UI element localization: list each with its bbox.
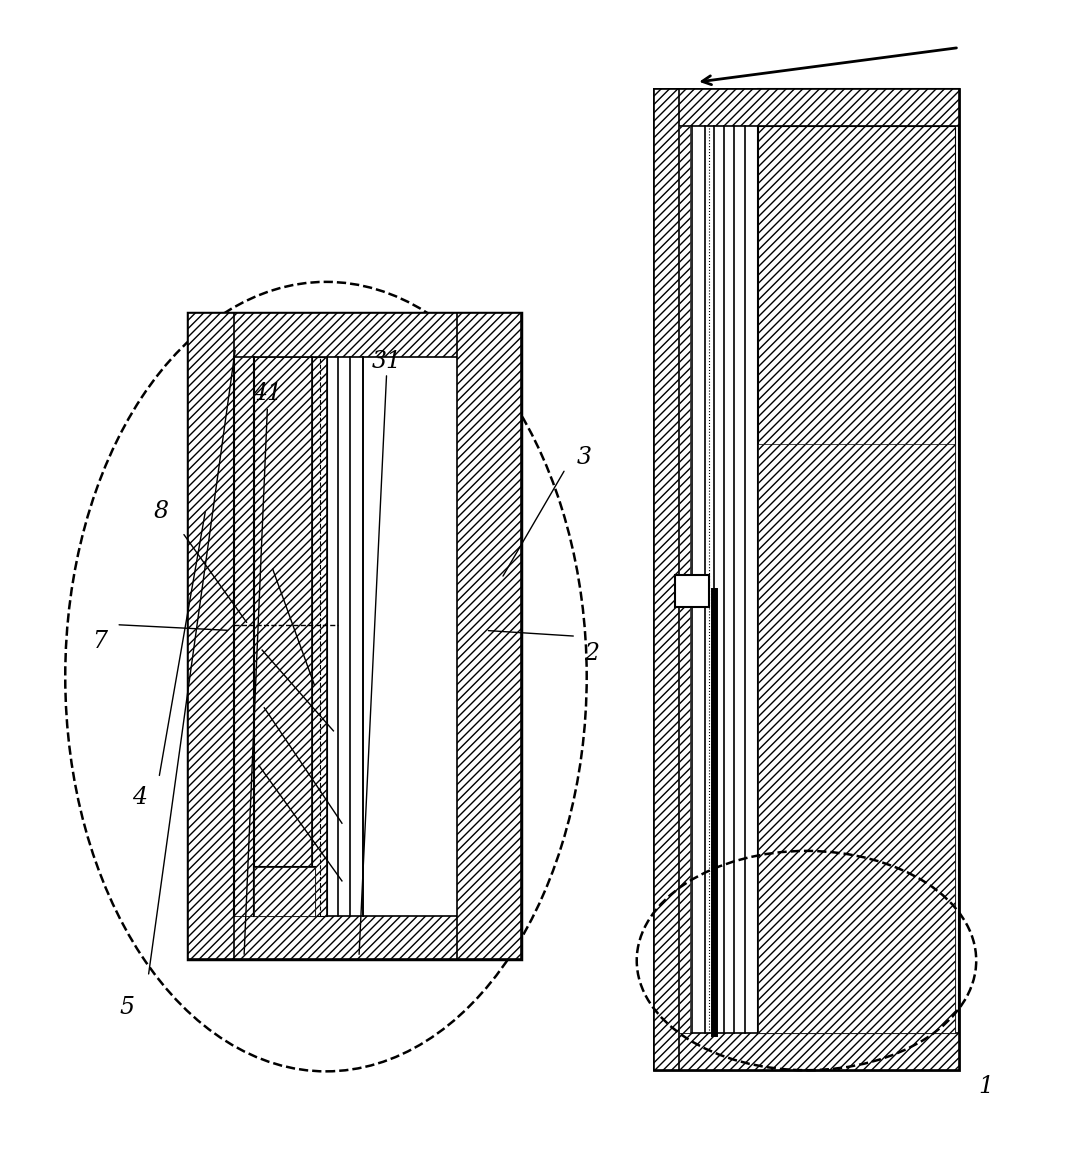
Bar [235,356,254,915]
Text: 31: 31 [371,351,401,373]
Text: 7: 7 [92,631,107,654]
Text: 3: 3 [577,445,592,469]
Bar [654,89,680,1070]
Text: 4: 4 [132,787,147,809]
Bar [654,1033,959,1070]
Bar [188,314,521,356]
Bar [758,89,959,1070]
Bar [188,915,521,959]
Text: 8: 8 [154,500,169,523]
Bar [758,443,955,1033]
Bar [254,356,313,915]
Bar [758,126,955,1033]
Bar [654,89,959,1070]
Bar [680,126,690,1033]
Bar [675,575,710,607]
Bar [254,867,316,915]
Bar [654,89,959,126]
Text: 2: 2 [585,642,600,665]
Bar [254,867,316,915]
Bar [313,356,328,915]
Text: 41: 41 [253,382,283,405]
Bar [457,314,521,959]
Text: 5: 5 [120,996,134,1019]
Bar [188,314,235,959]
Bar [188,314,521,959]
Text: 1: 1 [978,1075,993,1098]
